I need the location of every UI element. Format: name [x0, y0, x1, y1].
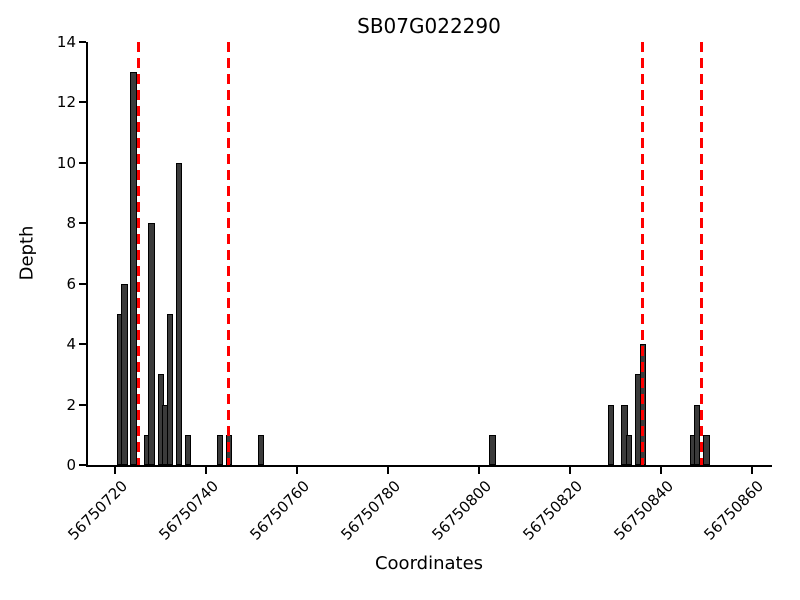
depth-bar	[621, 404, 628, 465]
y-tick-mark	[79, 282, 86, 285]
depth-bar	[130, 72, 137, 465]
y-tick-label: 4	[66, 335, 76, 354]
y-axis-spine	[86, 42, 88, 467]
boundary-line	[700, 42, 704, 465]
y-tick-label: 12	[56, 93, 76, 112]
boundary-line	[136, 42, 140, 465]
x-tick-label: 56750860	[700, 477, 768, 544]
depth-bar	[625, 434, 633, 465]
x-tick-label: 56750820	[518, 477, 586, 544]
y-tick-label: 14	[56, 33, 76, 51]
depth-bar	[166, 313, 174, 465]
chart-title: SB07G022290	[357, 14, 501, 38]
y-tick-mark	[79, 222, 86, 225]
depth-bar	[175, 162, 183, 465]
y-tick-mark	[79, 161, 86, 164]
x-tick-mark	[568, 467, 571, 474]
y-tick-label: 10	[56, 153, 76, 172]
x-axis-spine	[86, 465, 772, 467]
depth-bar	[607, 404, 615, 465]
x-tick-label: 56750720	[64, 477, 132, 544]
depth-bar	[121, 283, 128, 465]
y-tick-label: 6	[66, 274, 76, 293]
y-axis-label: Depth	[16, 225, 38, 281]
x-tick-mark	[478, 467, 480, 474]
y-tick-mark	[79, 41, 86, 43]
x-tick-mark	[659, 467, 662, 474]
y-tick-label: 0	[66, 456, 76, 474]
y-tick-mark	[79, 101, 86, 104]
depth-bar	[489, 434, 496, 465]
x-axis-label: Coordinates	[374, 553, 484, 574]
depth-bar	[148, 223, 155, 465]
depth-bar	[216, 434, 224, 465]
x-tick-mark	[387, 467, 390, 474]
y-tick-mark	[79, 464, 86, 466]
x-tick-label: 56750800	[428, 477, 495, 544]
x-tick-mark	[750, 467, 753, 474]
x-tick-label: 56750740	[155, 477, 222, 544]
depth-bar	[703, 434, 710, 465]
x-tick-label: 56750760	[246, 477, 313, 544]
x-tick-mark	[205, 467, 208, 474]
y-tick-label: 8	[66, 214, 76, 233]
plot-area: 0 2 4 6 8 10 12 14 56750720 56750740 56750760 56750…	[57, 33, 772, 544]
depth-bar	[694, 404, 701, 465]
x-tick-mark	[114, 467, 117, 474]
depth-bar	[184, 434, 192, 465]
y-tick-mark	[79, 343, 86, 346]
depth-bar	[257, 434, 264, 465]
x-tick-label: 56750780	[337, 477, 404, 544]
x-tick-mark	[296, 467, 299, 474]
x-tick-label: 56750840	[609, 477, 677, 544]
boundary-line	[227, 42, 231, 465]
boundary-line	[641, 42, 645, 465]
y-tick-mark	[79, 403, 86, 406]
y-tick-label: 2	[66, 395, 76, 414]
